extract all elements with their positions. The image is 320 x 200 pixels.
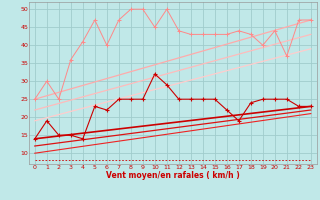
X-axis label: Vent moyen/en rafales ( km/h ): Vent moyen/en rafales ( km/h ) [106,171,240,180]
